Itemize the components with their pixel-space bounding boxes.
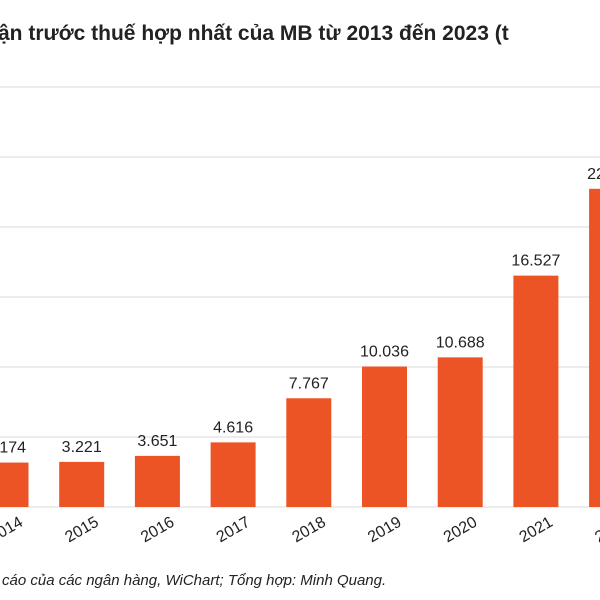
x-tick-label: 2014 — [0, 514, 26, 547]
bar — [210, 442, 256, 507]
bar — [589, 188, 600, 507]
x-tick-label: 2018 — [289, 514, 328, 547]
bar — [0, 462, 29, 507]
bar — [134, 455, 180, 507]
value-label: 3.651 — [137, 433, 177, 450]
value-label: 3.174 — [0, 440, 26, 457]
chart-title: ận trước thuế hợp nhất của MB từ 2013 đế… — [0, 22, 509, 45]
bar — [362, 366, 407, 507]
value-label: 10.688 — [436, 334, 485, 351]
bar — [59, 461, 105, 507]
value-label: 16.527 — [511, 253, 560, 270]
x-tick-label: 2015 — [62, 514, 101, 547]
bar — [513, 275, 559, 507]
value-label: 22.729 — [587, 166, 600, 183]
source-note: cáo của các ngân hàng, WiChart; Tổng hợp… — [2, 572, 386, 589]
x-tick-label: 2020 — [441, 514, 480, 547]
bar — [437, 357, 483, 507]
value-label: 10.036 — [360, 343, 409, 360]
x-tick-label: 2017 — [214, 514, 253, 547]
x-tick-label: 2019 — [365, 514, 404, 547]
value-label: 7.767 — [289, 375, 329, 392]
value-label: 3.221 — [62, 439, 102, 456]
value-label: 4.616 — [213, 419, 253, 436]
x-tick-label: 2022 — [592, 514, 600, 547]
x-tick-label: 2021 — [517, 514, 556, 547]
x-tick-label: 2016 — [138, 514, 177, 547]
bar — [286, 398, 332, 507]
